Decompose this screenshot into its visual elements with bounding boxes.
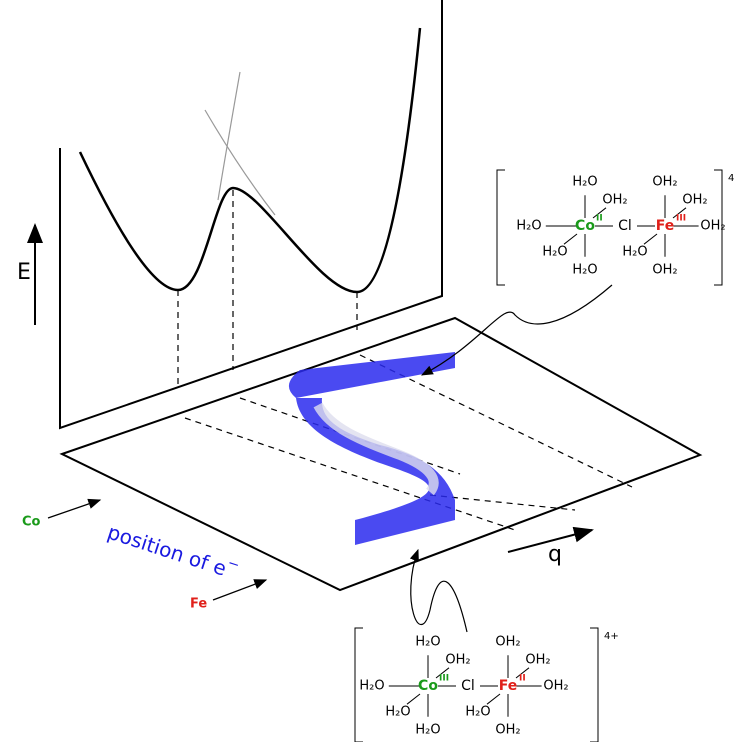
position-text: position of e xyxy=(105,519,230,580)
co-arrow xyxy=(47,498,102,519)
ligand: OH₂ xyxy=(543,679,568,694)
metal: Fe xyxy=(656,218,675,234)
co-label: Co xyxy=(22,515,41,530)
energy-curve xyxy=(78,27,422,294)
bracket xyxy=(496,169,505,286)
ligand: H₂O xyxy=(572,175,597,190)
axis-label: q xyxy=(548,542,562,567)
ligand: H₂O xyxy=(415,723,440,738)
bond xyxy=(435,667,450,679)
metal: Co xyxy=(418,678,438,694)
bond xyxy=(592,207,607,219)
ligand: H₂O xyxy=(622,245,647,260)
oxidation-state: III xyxy=(439,674,449,684)
charge: 4 xyxy=(728,173,734,184)
crossing-curve xyxy=(204,109,276,216)
dashed-drops xyxy=(177,190,358,388)
ligand: OH₂ xyxy=(602,193,627,208)
oxidation-state: III xyxy=(676,214,686,224)
electron-band-light xyxy=(313,402,439,496)
bridge: Cl xyxy=(461,678,475,694)
ligand: H₂O xyxy=(359,679,384,694)
energy-wall xyxy=(59,0,443,430)
ligand: OH₂ xyxy=(682,193,707,208)
fe-label: Fe xyxy=(190,597,207,612)
bond xyxy=(643,233,658,245)
bracket xyxy=(354,627,363,742)
ligand: H₂O xyxy=(385,705,410,720)
bridge: Cl xyxy=(618,218,632,234)
metal: Co xyxy=(575,218,595,234)
pointer xyxy=(420,284,613,376)
bond xyxy=(406,693,421,705)
charge: 4+ xyxy=(604,631,619,642)
bond xyxy=(486,693,501,705)
bond xyxy=(515,667,530,679)
oxidation-state: II xyxy=(596,214,603,224)
ligand: OH₂ xyxy=(445,653,470,668)
metal: Fe xyxy=(499,678,518,694)
ligand: OH₂ xyxy=(652,175,677,190)
superscript: − xyxy=(225,555,241,574)
ligand: H₂O xyxy=(516,219,541,234)
axis-label: E xyxy=(17,260,31,285)
bracket xyxy=(714,169,723,286)
crossing-curve xyxy=(217,71,241,201)
bond xyxy=(563,233,578,245)
pointer xyxy=(409,548,468,633)
bracket xyxy=(590,627,599,742)
ligand: OH₂ xyxy=(525,653,550,668)
ligand: H₂O xyxy=(465,705,490,720)
ligand: OH₂ xyxy=(700,219,725,234)
ligand: H₂O xyxy=(542,245,567,260)
ligand: OH₂ xyxy=(652,263,677,278)
ligand: H₂O xyxy=(415,635,440,650)
bond xyxy=(672,207,687,219)
ligand: H₂O xyxy=(572,263,597,278)
plane-dashes xyxy=(184,354,633,531)
ligand: OH₂ xyxy=(495,635,520,650)
oxidation-state: II xyxy=(519,674,526,684)
fe-arrow xyxy=(212,579,268,601)
ligand: OH₂ xyxy=(495,723,520,738)
q-arrow xyxy=(507,526,594,553)
